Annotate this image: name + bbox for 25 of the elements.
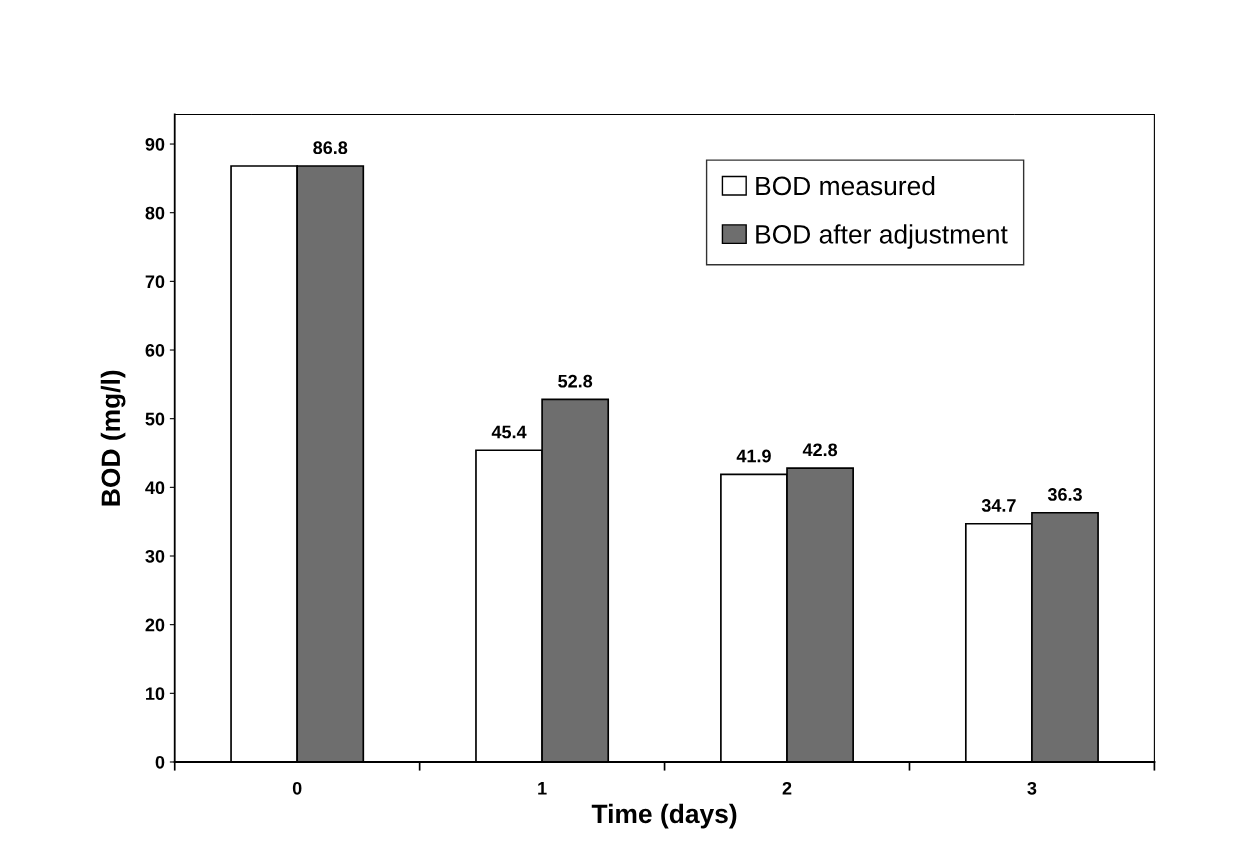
data-label: 86.8 — [313, 141, 348, 155]
y-tick-label: 10 — [146, 687, 165, 701]
x-tick-label: 0 — [292, 781, 302, 795]
y-tick-label: 80 — [145, 206, 165, 220]
y-tick-label: 40 — [145, 481, 165, 495]
y-tick-label: 0 — [155, 755, 165, 769]
legend-label: BOD after adjustment — [756, 224, 1008, 249]
y-tick-label: 60 — [145, 343, 165, 357]
data-label: 41.9 — [736, 449, 771, 463]
data-label: 34.7 — [981, 499, 1016, 512]
data-label: 45.4 — [491, 425, 527, 439]
x-tick-label: 3 — [1027, 781, 1037, 795]
x-tick-label: 1 — [538, 782, 547, 795]
x-axis-title: Time (days) — [591, 803, 737, 829]
y-axis-title: BOD (mg/l) — [100, 370, 126, 506]
y-tick-label: 30 — [145, 549, 165, 563]
y-tick-label: 50 — [145, 412, 165, 426]
data-label: 42.8 — [802, 443, 838, 457]
data-label: 36.3 — [1047, 488, 1082, 501]
x-tick-label: 2 — [782, 781, 792, 795]
data-label: 52.8 — [558, 374, 593, 388]
legend-label: BOD measured — [756, 175, 935, 196]
y-tick-label: 20 — [145, 618, 165, 632]
y-tick-label: 70 — [145, 275, 165, 289]
y-tick-label: 90 — [145, 137, 165, 151]
